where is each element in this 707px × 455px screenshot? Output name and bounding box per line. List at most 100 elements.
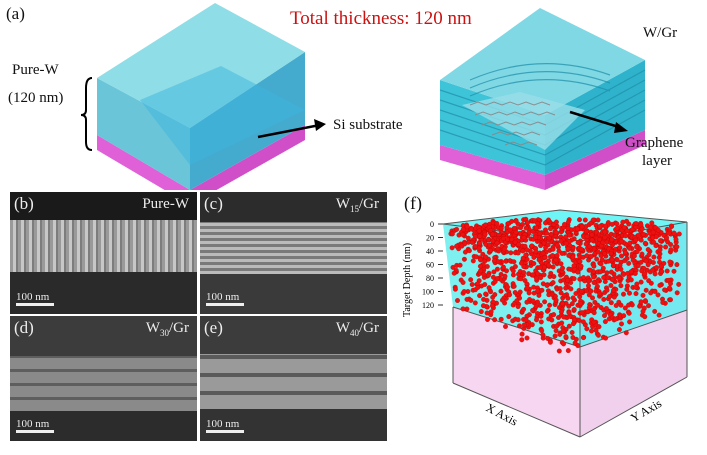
sample-name: W15/Gr <box>335 196 379 214</box>
depth-tick-label: 20 <box>426 234 434 243</box>
ion-dot <box>534 317 539 323</box>
ion-dot <box>556 348 562 354</box>
ion-dot <box>502 273 508 279</box>
ion-dot <box>618 283 624 289</box>
ion-dot <box>585 309 591 315</box>
ion-dot <box>565 348 571 354</box>
brace-icon <box>80 77 93 151</box>
panel-label: (c) <box>204 194 223 213</box>
sample-name: W40/Gr <box>335 320 379 338</box>
ion-dot <box>531 290 537 296</box>
ion-dot <box>666 230 672 236</box>
ion-dot <box>510 268 516 274</box>
ion-dot <box>580 319 586 325</box>
ion-dot <box>614 257 620 263</box>
ion-dot <box>539 287 545 293</box>
ion-dot <box>570 295 576 301</box>
ion-dot <box>536 292 542 298</box>
ion-dot <box>492 258 498 264</box>
ion-dot <box>579 224 585 230</box>
ion-dot <box>634 249 640 255</box>
graphene-layer-label: layer <box>642 153 672 169</box>
ion-dot <box>601 296 607 302</box>
ion-dot <box>632 271 638 276</box>
ion-dot <box>531 284 537 290</box>
ion-dot <box>451 270 457 276</box>
ion-dot <box>569 330 575 335</box>
ion-dot <box>519 337 525 343</box>
ion-dot <box>608 300 614 306</box>
ion-dot <box>552 333 558 339</box>
ion-dot <box>656 312 662 318</box>
ion-dot <box>626 302 632 308</box>
ion-dot <box>477 263 483 269</box>
ion-dot <box>499 297 505 303</box>
ion-dot <box>640 292 646 298</box>
ion-dot <box>582 217 588 223</box>
panel-label: (b) <box>14 194 34 213</box>
ion-dot <box>536 257 542 263</box>
ion-dot <box>594 283 600 289</box>
ion-dot <box>614 221 620 227</box>
ion-dot <box>634 244 640 250</box>
ion-dot <box>646 278 652 284</box>
ion-dot <box>639 251 645 257</box>
sem-image-pure-w: (b) Pure-W 100 nm <box>10 192 197 314</box>
ion-dot <box>546 235 552 241</box>
ion-dot <box>616 275 622 281</box>
ion-dot <box>643 287 649 293</box>
ion-dot <box>498 316 504 322</box>
ion-dot <box>657 282 663 288</box>
ion-dot <box>646 252 652 258</box>
ion-dot <box>524 335 530 341</box>
ion-dot <box>557 286 563 291</box>
ion-dot <box>633 291 639 297</box>
ion-dot <box>533 248 539 254</box>
ion-dot <box>668 281 673 286</box>
ion-dot <box>461 256 467 262</box>
ion-dot <box>586 283 591 289</box>
ion-dot <box>546 217 551 223</box>
ion-dot <box>484 310 490 316</box>
ion-dot <box>537 231 543 237</box>
ion-dot <box>611 232 617 238</box>
ion-dot <box>652 288 658 294</box>
ion-dot <box>480 303 486 309</box>
ion-dot <box>637 303 643 309</box>
sample-name: Pure-W <box>142 196 189 212</box>
ion-dot <box>608 269 614 275</box>
ion-dot <box>562 221 567 227</box>
ion-dot <box>534 275 539 281</box>
ion-dot <box>483 222 489 228</box>
ion-dot <box>492 292 498 298</box>
ion-dot <box>577 217 582 223</box>
ion-dot <box>477 233 483 239</box>
panel-f-label: (f) <box>404 193 422 213</box>
ion-dot <box>626 310 632 316</box>
ion-dot <box>603 223 608 229</box>
scale-bar: 100 nm <box>16 418 54 433</box>
ion-dot <box>460 280 466 285</box>
ion-dot <box>554 242 560 248</box>
ion-dot <box>570 321 576 327</box>
ion-dot <box>578 246 584 252</box>
ion-dot <box>662 287 668 293</box>
ion-dot <box>588 254 594 260</box>
ion-dot <box>544 308 550 314</box>
ion-dot <box>658 238 663 244</box>
ion-dot <box>597 291 603 297</box>
ion-dot <box>624 255 630 261</box>
ion-dot <box>611 287 616 293</box>
ion-dot <box>639 226 645 232</box>
ion-dot <box>590 217 596 223</box>
ion-dot <box>535 271 540 277</box>
ion-dot <box>575 269 581 275</box>
ion-dot <box>533 225 539 231</box>
ion-dot <box>627 319 633 325</box>
ion-dot <box>602 313 607 319</box>
ion-dot <box>560 301 566 307</box>
ion-dot <box>553 230 559 236</box>
si-substrate-label: Si substrate <box>333 117 403 133</box>
ion-dot <box>551 312 557 318</box>
ion-dot <box>610 276 616 282</box>
